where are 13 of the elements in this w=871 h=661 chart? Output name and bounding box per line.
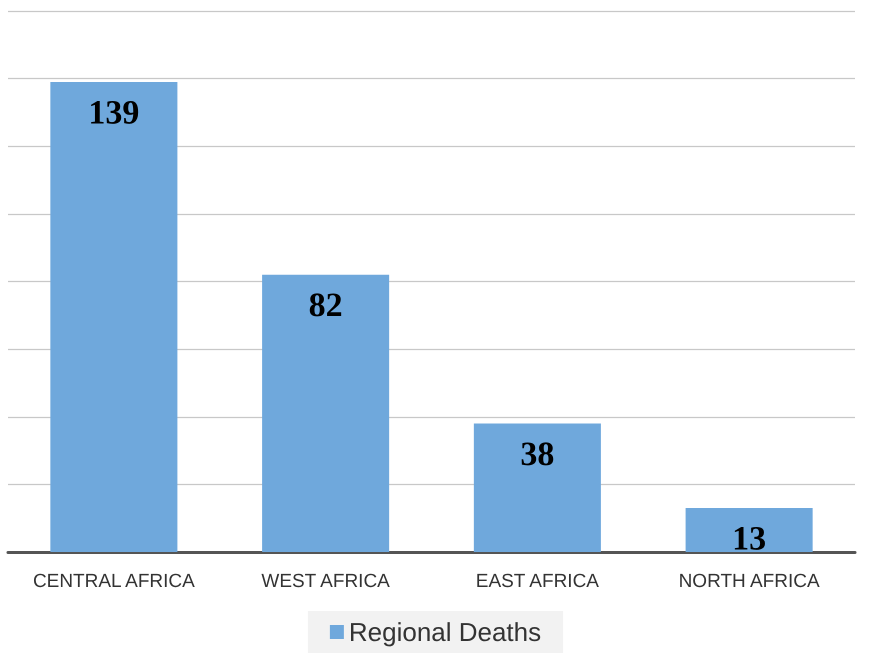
x-tick-label: EAST AFRICA — [476, 571, 600, 592]
bar — [474, 424, 601, 552]
bar — [50, 82, 178, 552]
data-label: 38 — [520, 436, 554, 474]
x-tick-label: NORTH AFRICA — [678, 571, 820, 592]
data-label: 139 — [88, 94, 140, 132]
bar — [262, 274, 390, 552]
bar — [686, 508, 813, 552]
x-tick-label: WEST AFRICA — [261, 571, 390, 592]
legend-label: Regional Deaths — [348, 617, 542, 647]
data-label: 13 — [732, 520, 766, 558]
x-tick-label: CENTRAL AFRICA — [32, 571, 196, 592]
data-label: 82 — [308, 287, 343, 324]
